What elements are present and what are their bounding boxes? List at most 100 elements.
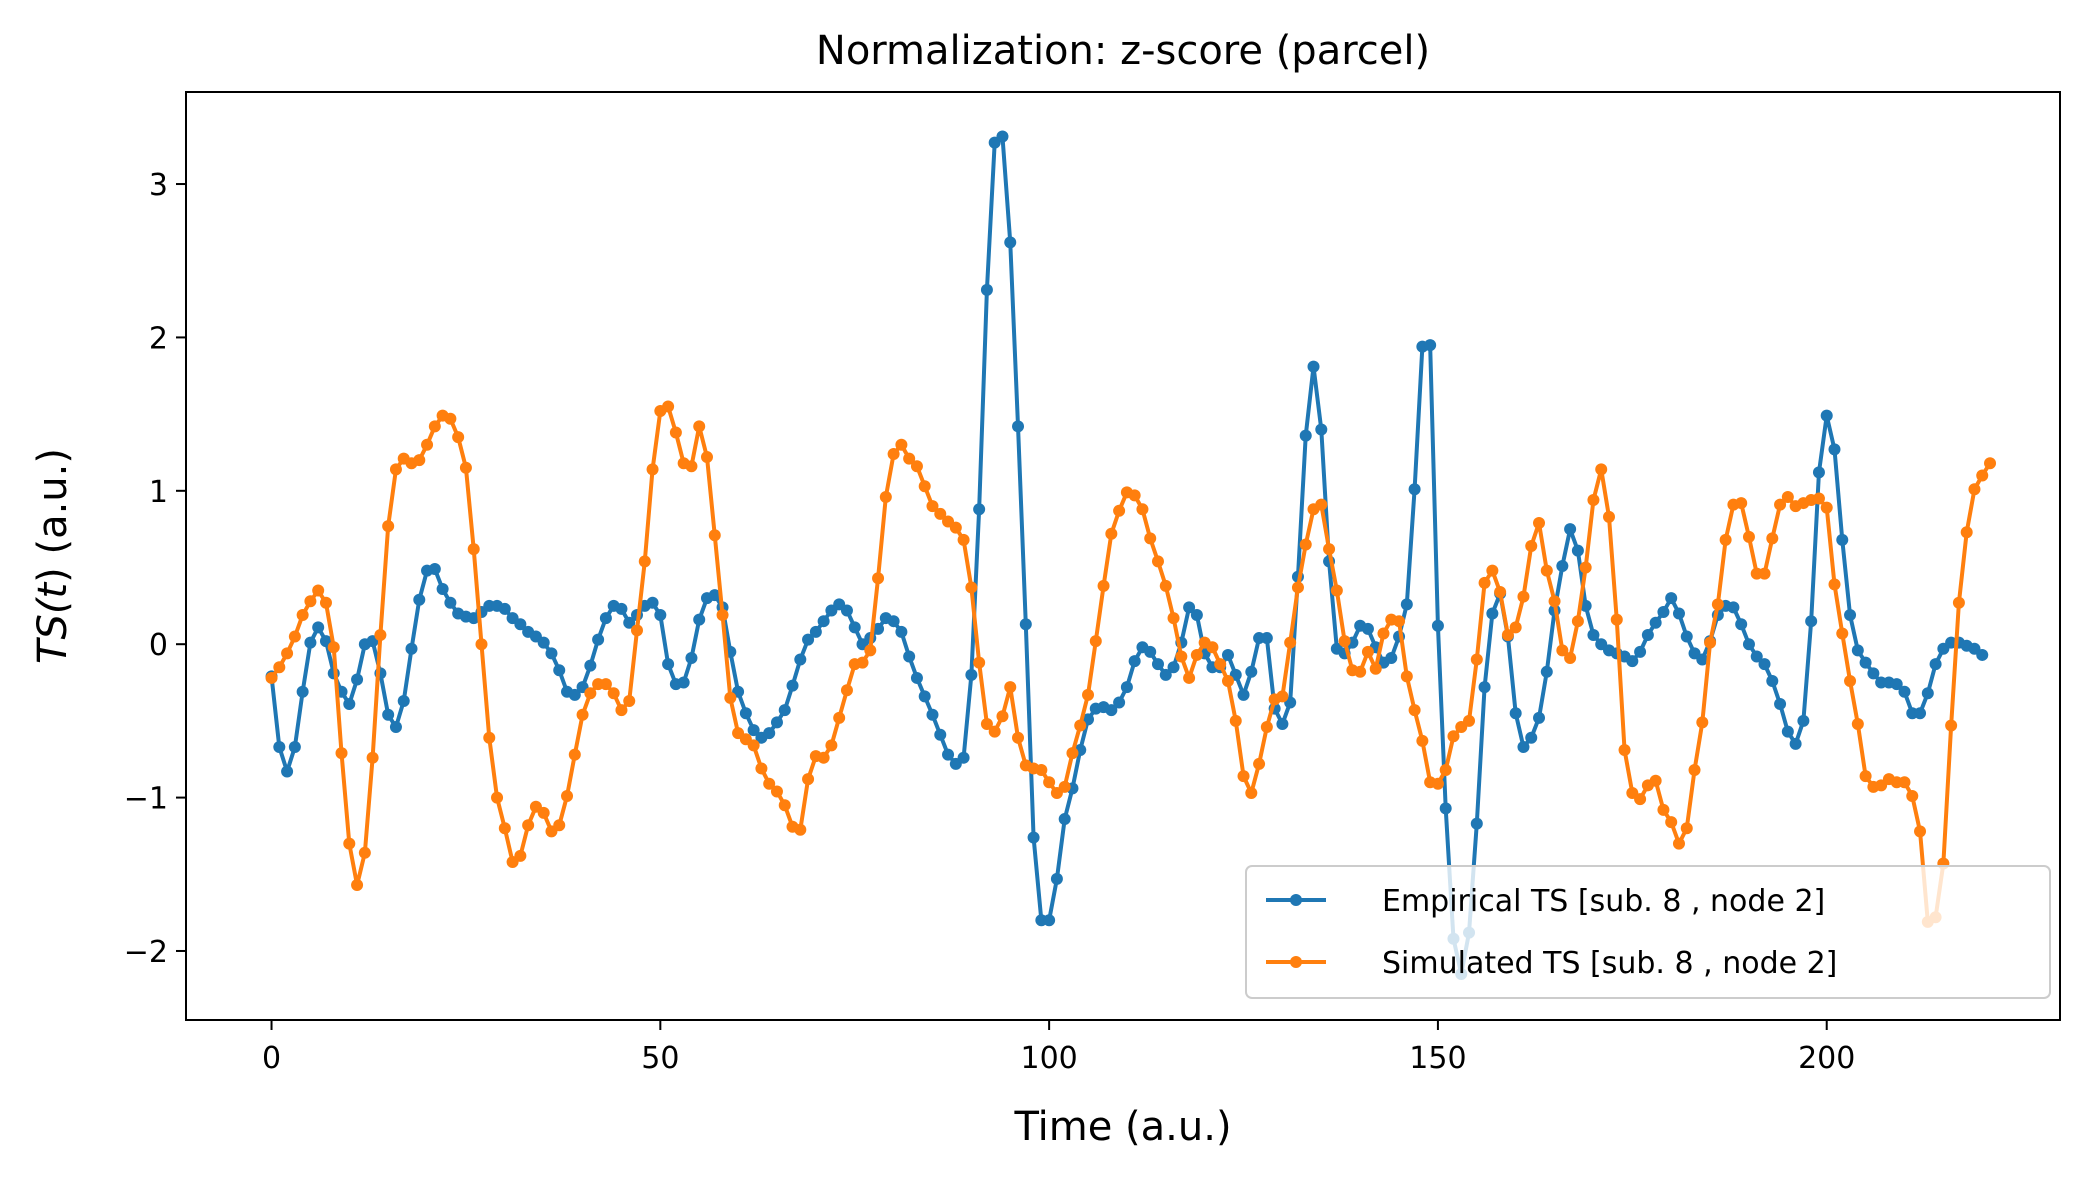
data-point-empirical: [304, 636, 317, 649]
data-point-simulated: [778, 799, 791, 812]
y-axis-label-suffix: ) (a.u.): [30, 448, 76, 583]
data-point-simulated: [1774, 498, 1787, 511]
chart-title: Normalization: z-score (parcel): [816, 28, 1430, 74]
data-point-simulated: [1330, 584, 1343, 597]
data-point-simulated: [965, 581, 978, 594]
data-point-empirical: [1898, 685, 1911, 698]
data-point-simulated: [1253, 757, 1266, 770]
data-point-empirical: [1245, 665, 1258, 678]
data-point-simulated: [1136, 503, 1149, 516]
data-point-empirical: [1533, 711, 1546, 724]
data-point-simulated: [817, 751, 830, 764]
data-point-empirical: [802, 633, 815, 646]
y-tick-label: −2: [124, 935, 168, 970]
data-point-simulated: [872, 572, 885, 585]
data-point-empirical: [1844, 609, 1857, 622]
data-point-simulated: [708, 529, 721, 542]
data-point-simulated: [1478, 576, 1491, 589]
data-point-simulated: [1377, 627, 1390, 640]
data-point-empirical: [1727, 601, 1740, 614]
data-point-empirical: [1672, 607, 1685, 620]
data-point-simulated: [879, 490, 892, 503]
y-tick-label: −1: [124, 782, 168, 817]
data-point-simulated: [428, 420, 441, 433]
data-point-empirical: [1742, 638, 1755, 651]
data-point-simulated: [1260, 721, 1273, 734]
data-point-empirical: [1159, 668, 1172, 681]
data-point-empirical: [1766, 675, 1779, 688]
data-point-empirical: [592, 633, 605, 646]
data-point-simulated: [281, 647, 294, 660]
data-point-simulated: [1688, 763, 1701, 776]
data-point-empirical: [1307, 360, 1320, 373]
data-point-simulated: [949, 521, 962, 534]
data-point-simulated: [1183, 671, 1196, 684]
data-point-empirical: [1680, 630, 1693, 643]
data-point-simulated: [1766, 532, 1779, 545]
data-point-simulated: [1509, 621, 1522, 634]
data-point-simulated: [374, 629, 387, 641]
data-point-simulated: [1548, 595, 1561, 608]
data-point-simulated: [576, 708, 589, 721]
data-point-empirical: [980, 283, 993, 296]
data-point-empirical: [1299, 429, 1312, 442]
data-point-empirical: [934, 728, 947, 741]
data-point-simulated: [887, 448, 900, 460]
data-point-simulated: [607, 687, 620, 700]
data-point-simulated: [312, 584, 325, 597]
data-point-simulated: [957, 533, 970, 546]
data-point-simulated: [700, 451, 713, 464]
data-point-empirical: [296, 685, 309, 698]
data-point-simulated: [475, 638, 488, 651]
data-point-empirical: [436, 582, 449, 595]
data-point-simulated: [934, 507, 947, 520]
data-point-empirical: [1750, 650, 1763, 663]
data-point-simulated: [1159, 579, 1172, 592]
data-point-simulated: [1190, 648, 1203, 661]
data-point-empirical: [1564, 523, 1577, 536]
data-point-simulated: [1758, 567, 1771, 580]
data-point-empirical: [1812, 466, 1825, 479]
data-point-simulated: [584, 687, 597, 700]
data-point-simulated: [1610, 613, 1623, 626]
data-point-simulated: [522, 819, 535, 832]
data-point-empirical: [1797, 714, 1810, 727]
data-point-simulated: [1634, 793, 1647, 806]
data-point-simulated: [514, 849, 527, 862]
data-point-simulated: [351, 879, 364, 892]
data-point-empirical: [1634, 645, 1647, 658]
data-point-simulated: [537, 806, 550, 819]
data-point-simulated: [1431, 777, 1444, 790]
y-axis-label: TS(t) (a.u.): [30, 448, 76, 664]
data-point-simulated: [1128, 489, 1141, 502]
data-point-simulated: [918, 480, 931, 493]
data-point-empirical: [1113, 696, 1126, 709]
y-tick-label: 1: [149, 475, 168, 510]
data-point-empirical: [1400, 598, 1413, 611]
data-point-empirical: [1867, 667, 1880, 680]
data-point-simulated: [802, 773, 815, 786]
data-point-simulated: [903, 452, 916, 465]
data-point-simulated: [1361, 645, 1374, 658]
data-point-empirical: [1221, 648, 1234, 661]
data-point-empirical: [1859, 656, 1872, 669]
data-point-simulated: [615, 704, 628, 717]
data-point-empirical: [1525, 731, 1538, 744]
data-point-simulated: [1501, 629, 1514, 641]
data-point-empirical: [1004, 236, 1017, 249]
data-point-empirical: [343, 698, 356, 711]
data-point-empirical: [1836, 533, 1849, 546]
data-point-simulated: [1960, 526, 1973, 539]
data-point-simulated: [413, 454, 426, 467]
data-point-empirical: [1385, 652, 1398, 664]
data-point-empirical: [1758, 658, 1771, 671]
data-point-simulated: [1175, 650, 1188, 663]
series-layer: [265, 130, 1997, 980]
data-point-simulated: [1144, 532, 1157, 545]
data-point-empirical: [1641, 629, 1654, 641]
data-point-simulated: [296, 609, 309, 622]
data-point-simulated: [335, 747, 348, 760]
data-point-empirical: [1805, 615, 1818, 628]
plot-area-frame: [185, 91, 2061, 1021]
data-point-simulated: [1820, 501, 1833, 514]
